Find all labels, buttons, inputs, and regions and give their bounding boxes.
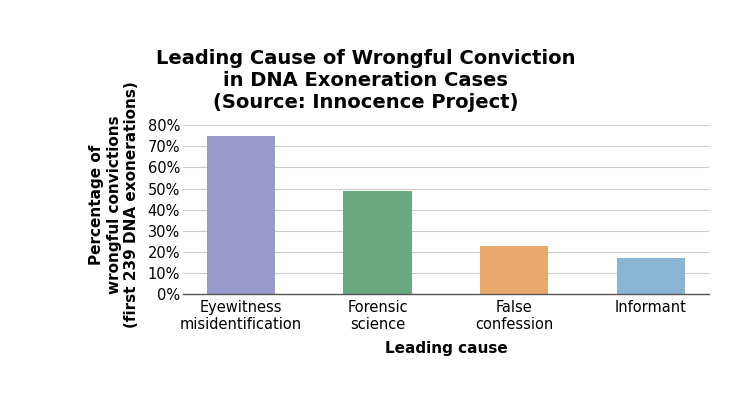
X-axis label: Leading cause: Leading cause (385, 341, 507, 356)
Text: Leading Cause of Wrongful Conviction
in DNA Exoneration Cases
(Source: Innocence: Leading Cause of Wrongful Conviction in … (156, 49, 575, 112)
Bar (617, 258, 685, 294)
Bar (344, 191, 412, 294)
Bar (480, 246, 548, 294)
Bar (207, 136, 275, 294)
Y-axis label: Percentage of
wrongful convictions
(first 239 DNA exonerations): Percentage of wrongful convictions (firs… (89, 81, 139, 328)
